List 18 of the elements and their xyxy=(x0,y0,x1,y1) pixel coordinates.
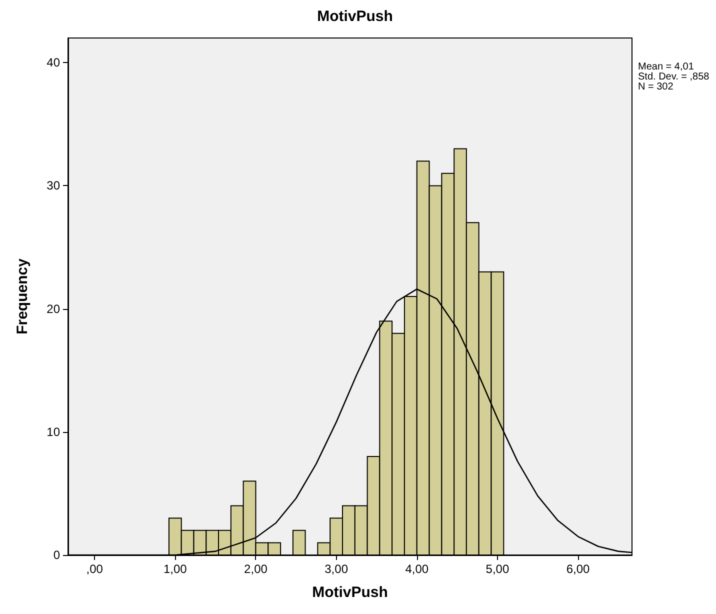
x-tick-label: 5,00 xyxy=(486,562,510,576)
text: Std. Dev. = ,858 xyxy=(638,72,710,82)
y-tick-label: 40 xyxy=(46,56,60,70)
text: N = 302 xyxy=(638,82,674,92)
y-tick-label: 0 xyxy=(53,548,60,562)
x-tick-label: 3,00 xyxy=(324,562,348,576)
y-axis-title: Frequency xyxy=(14,258,31,334)
x-tick-label: 4,00 xyxy=(405,562,429,576)
y-tick-label: 30 xyxy=(46,178,60,193)
x-tick-label: ,00 xyxy=(86,562,104,576)
y-tick-label: 20 xyxy=(46,302,60,316)
x-tick-label: 2,00 xyxy=(244,562,268,576)
text: Mean = 4,01 xyxy=(638,62,694,72)
x-tick-label: 1,00 xyxy=(163,562,188,576)
chart-title: MotivPush xyxy=(317,8,393,25)
x-tick-label: 6,00 xyxy=(566,562,590,576)
x-axis-title: MotivPush xyxy=(312,584,388,601)
y-tick-label: 10 xyxy=(46,424,60,439)
